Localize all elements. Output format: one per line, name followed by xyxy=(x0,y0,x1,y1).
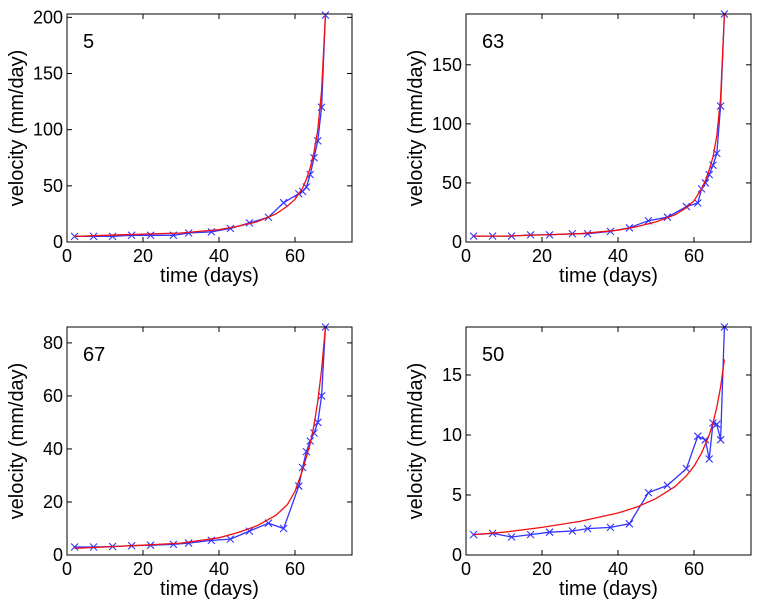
data-point-marker xyxy=(70,543,79,551)
x-axis-label: time (days) xyxy=(160,578,259,600)
y-tick-label: 150 xyxy=(432,55,462,75)
data-point-marker xyxy=(583,229,592,238)
y-axis-label: velocity (mm/day) xyxy=(6,363,28,520)
fit-series-line xyxy=(473,13,726,237)
data-point-marker xyxy=(108,232,117,241)
data-point-marker xyxy=(568,527,577,535)
x-tick-label: 60 xyxy=(684,559,704,579)
panel-id-label: 63 xyxy=(482,31,504,53)
x-tick-label: 40 xyxy=(608,246,628,266)
y-tick-label: 20 xyxy=(43,492,63,512)
data-point-marker xyxy=(545,528,554,537)
x-axis-label: time (days) xyxy=(559,265,658,287)
data-point-marker xyxy=(693,199,702,207)
data-point-marker xyxy=(712,420,721,429)
fit-series-line xyxy=(473,359,726,536)
data-point-marker xyxy=(663,481,672,490)
x-tick-label: 60 xyxy=(285,246,305,266)
data-point-marker xyxy=(279,524,288,533)
x-tick-label: 60 xyxy=(684,246,704,266)
data-point-marker xyxy=(169,540,178,549)
axes-frame xyxy=(465,13,752,243)
data-point-marker xyxy=(507,533,516,541)
y-tick-label: 100 xyxy=(432,114,462,134)
x-axis-label: time (days) xyxy=(160,265,259,287)
x-axis-label: time (days) xyxy=(559,578,658,600)
x-tick-label: 0 xyxy=(62,559,72,579)
data-point-marker xyxy=(313,418,322,427)
axes-frame xyxy=(66,326,353,556)
observed-series-line xyxy=(74,326,327,548)
y-tick-label: 0 xyxy=(452,232,462,252)
data-point-marker xyxy=(583,524,592,533)
data-point-marker xyxy=(279,198,288,207)
data-point-marker xyxy=(716,435,725,444)
x-tick-label: 20 xyxy=(532,246,552,266)
data-point-marker xyxy=(226,224,235,233)
y-axis-label: velocity (mm/day) xyxy=(6,50,28,207)
panel-id-label: 50 xyxy=(482,344,504,366)
x-tick-label: 0 xyxy=(461,246,471,266)
observed-series-line xyxy=(473,326,726,538)
axes-frame xyxy=(66,13,353,243)
fit-series-line xyxy=(74,15,327,238)
y-tick-label: 40 xyxy=(43,439,63,459)
data-point-marker xyxy=(127,231,136,240)
data-point-marker xyxy=(245,219,254,227)
data-point-marker xyxy=(682,464,691,473)
data-point-marker xyxy=(625,519,634,528)
x-tick-label: 40 xyxy=(209,559,229,579)
y-tick-label: 10 xyxy=(442,425,462,445)
y-tick-label: 100 xyxy=(33,120,63,140)
y-tick-label: 0 xyxy=(53,545,63,565)
x-tick-label: 40 xyxy=(608,559,628,579)
chart-panel-5: 0 20 40 60 0 50 100 150 200 time (days) velocity (… xyxy=(6,7,353,287)
chart-panel-63: 0 20 40 60 0 50 100 150 time (days) velocity (mm/… xyxy=(405,10,752,287)
fit-series-line xyxy=(74,326,327,550)
y-axis-label: velocity (mm/day) xyxy=(405,363,427,520)
x-tick-label: 20 xyxy=(133,246,153,266)
data-point-marker xyxy=(526,530,535,539)
data-point-marker xyxy=(184,229,193,237)
data-point-marker xyxy=(644,488,653,497)
observed-series-line xyxy=(473,13,726,237)
x-tick-label: 0 xyxy=(461,559,471,579)
y-tick-label: 200 xyxy=(33,7,63,27)
data-point-marker xyxy=(705,455,714,463)
data-point-marker xyxy=(226,535,235,543)
chart-panel-67: 0 20 40 60 0 20 40 60 80 time (days) velocity (mm/… xyxy=(6,323,353,600)
data-point-marker xyxy=(606,523,615,532)
data-point-marker xyxy=(693,432,702,441)
x-tick-label: 40 xyxy=(209,246,229,266)
data-point-marker xyxy=(89,232,98,241)
y-tick-label: 150 xyxy=(33,64,63,84)
x-tick-label: 20 xyxy=(133,559,153,579)
y-tick-label: 5 xyxy=(452,485,462,505)
data-point-marker xyxy=(298,463,307,472)
chart-panel-50: 0 20 40 60 0 5 10 15 time (days) velocity (mm/day… xyxy=(405,323,752,600)
panel-id-label: 67 xyxy=(83,344,105,366)
y-tick-label: 60 xyxy=(43,386,63,406)
data-point-marker xyxy=(184,539,193,547)
x-tick-label: 0 xyxy=(62,246,72,266)
y-tick-label: 80 xyxy=(43,333,63,353)
y-tick-label: 50 xyxy=(442,173,462,193)
observed-series-line xyxy=(74,15,327,238)
x-tick-label: 60 xyxy=(285,559,305,579)
axes-frame xyxy=(465,326,752,556)
y-tick-label: 15 xyxy=(442,365,462,385)
data-point-marker xyxy=(716,102,725,111)
y-axis-label: velocity (mm/day) xyxy=(405,50,427,207)
panel-id-label: 5 xyxy=(83,31,94,53)
data-point-marker xyxy=(306,170,315,179)
y-tick-label: 0 xyxy=(53,232,63,252)
x-tick-label: 20 xyxy=(532,559,552,579)
y-tick-label: 50 xyxy=(43,176,63,196)
data-point-marker xyxy=(146,231,155,240)
y-tick-label: 0 xyxy=(452,545,462,565)
